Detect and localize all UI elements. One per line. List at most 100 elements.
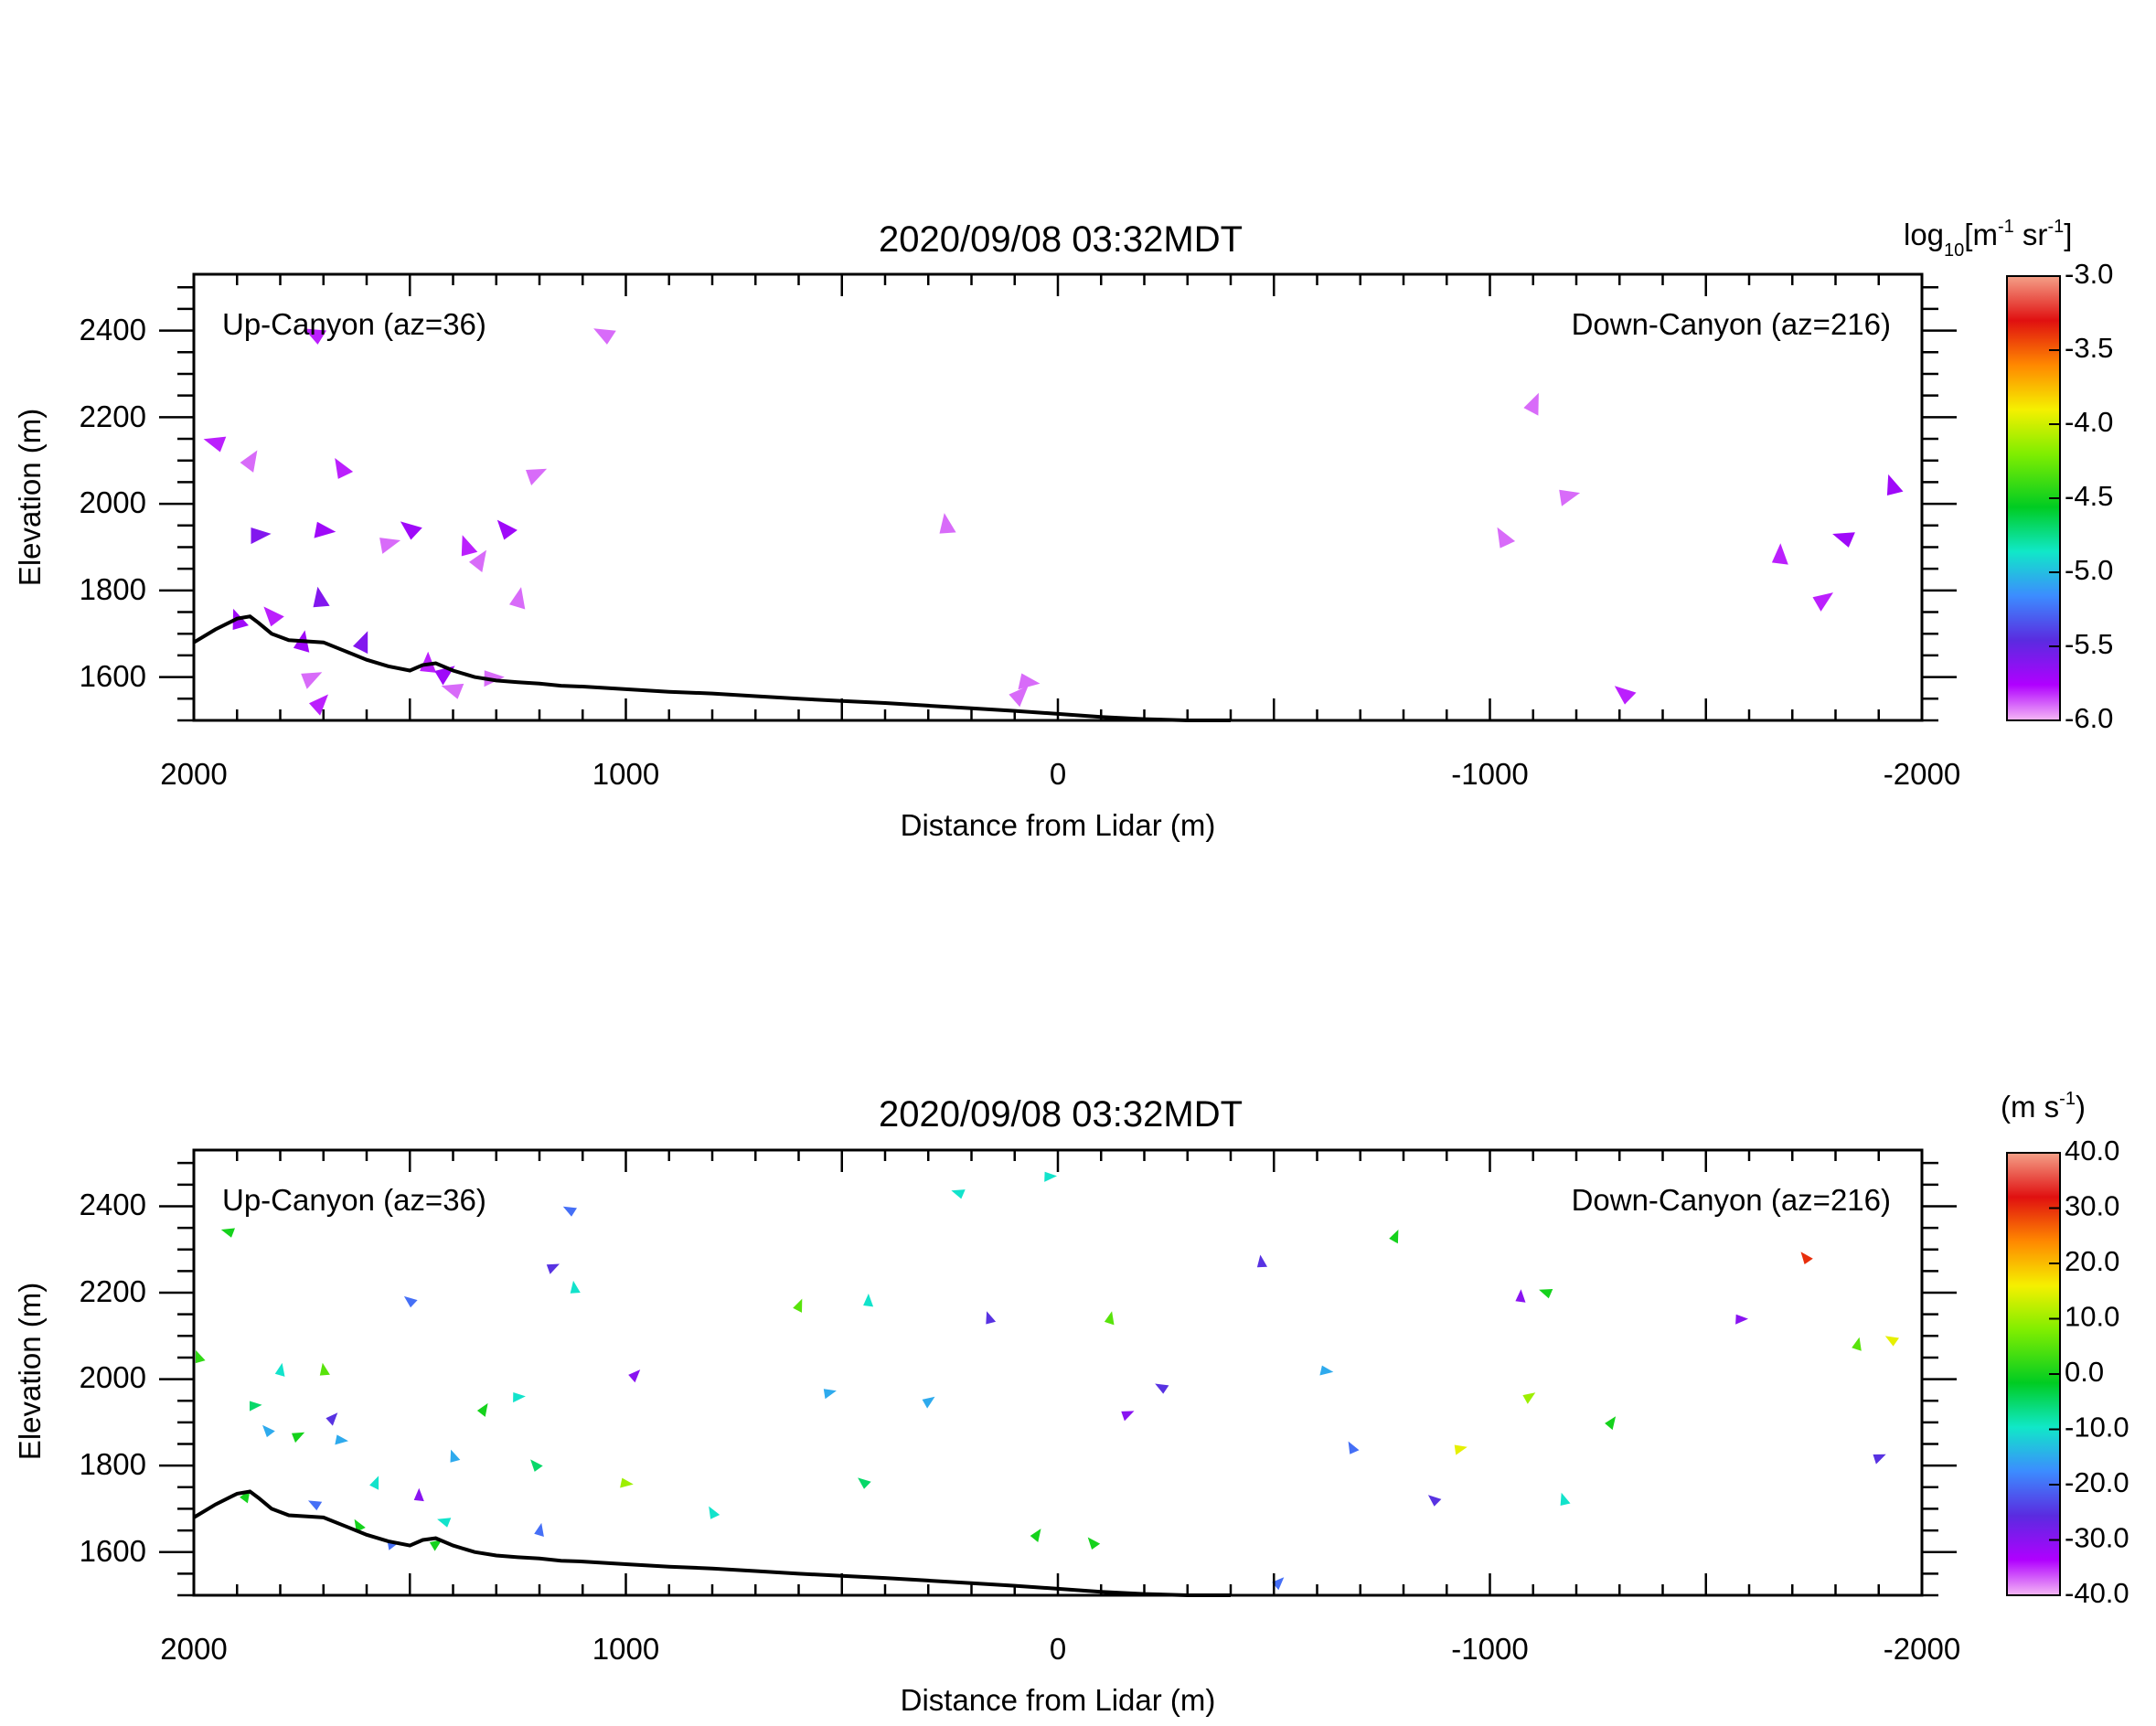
data-point — [562, 1206, 577, 1217]
x-tick-label: -1000 — [1451, 757, 1528, 791]
data-point — [951, 1189, 966, 1199]
data-point — [413, 1487, 424, 1502]
data-point — [400, 521, 422, 540]
y-axis-label: Elevation (m) — [13, 409, 47, 586]
data-point — [469, 549, 486, 572]
colorbar-tick-label: -40.0 — [2065, 1577, 2129, 1609]
data-point — [308, 1500, 323, 1511]
plot-frame — [192, 1148, 1924, 1597]
data-point — [534, 1522, 544, 1537]
data-point — [1348, 1441, 1360, 1454]
data-point — [195, 1349, 206, 1364]
data-point — [319, 1362, 330, 1376]
annotation-down-canyon: Down-Canyon (az=216) — [1572, 1183, 1891, 1217]
data-point — [922, 1396, 935, 1409]
data-point — [450, 1449, 461, 1463]
data-point — [353, 631, 368, 655]
data-point — [1735, 1314, 1748, 1325]
colorbar-tick-label: -4.0 — [2065, 406, 2113, 438]
data-point — [546, 1263, 560, 1274]
x-tick-label: 0 — [1050, 1632, 1066, 1666]
data-point — [620, 1477, 634, 1488]
annotation-down-canyon: Down-Canyon (az=216) — [1572, 307, 1891, 341]
data-point — [313, 586, 330, 608]
colorbar-tick-label: -3.0 — [2065, 258, 2113, 290]
y-tick-label: 1600 — [80, 1534, 146, 1568]
data-point — [513, 1392, 526, 1403]
data-point — [304, 328, 327, 345]
data-point — [1454, 1444, 1468, 1455]
data-point — [1873, 1454, 1886, 1465]
colorbar-ticks — [2049, 1152, 2060, 1596]
data-point — [793, 1298, 803, 1313]
data-point — [1272, 1577, 1285, 1591]
data-point — [1044, 1171, 1057, 1182]
colorbar-tick-label: 30.0 — [2065, 1190, 2119, 1222]
data-point — [369, 1476, 379, 1490]
data-point — [1256, 1254, 1267, 1268]
data-point — [1121, 1411, 1135, 1422]
data-point — [1104, 1311, 1115, 1326]
terrain-line — [192, 1489, 1231, 1597]
data-point — [1009, 686, 1029, 708]
data-point — [1497, 527, 1516, 549]
data-point — [593, 328, 616, 345]
data-point — [986, 1311, 997, 1325]
data-point — [1427, 1495, 1442, 1507]
data-point — [250, 1401, 262, 1412]
data-point — [461, 535, 478, 557]
y-tick-label: 2400 — [80, 1188, 146, 1221]
data-point — [203, 436, 227, 453]
panel-title: 2020/09/08 03:32MDT — [879, 219, 1243, 260]
data-point — [1087, 1537, 1101, 1550]
data-point — [1030, 1529, 1041, 1542]
panel-title: 2020/09/08 03:32MDT — [879, 1094, 1243, 1135]
data-point — [526, 468, 548, 485]
data-point — [301, 672, 323, 689]
data-point — [709, 1506, 720, 1519]
colorbar-tick-label: -5.0 — [2065, 554, 2113, 586]
axis-ticks — [159, 1150, 1957, 1597]
colorbar-tick-label: 20.0 — [2065, 1245, 2119, 1277]
data-point — [1515, 1289, 1526, 1303]
data-point — [326, 1412, 338, 1426]
y-tick-label: 2200 — [80, 1274, 146, 1308]
colorbar-tick-label: -30.0 — [2065, 1522, 2129, 1554]
data-point — [1884, 1336, 1899, 1347]
data-point — [403, 1295, 418, 1308]
y-tick-label: 2000 — [80, 485, 146, 519]
colorbar-tick-label: -5.5 — [2065, 628, 2113, 660]
data-point — [220, 1228, 235, 1238]
x-axis-label: Distance from Lidar (m) — [901, 1683, 1216, 1717]
data-point — [379, 538, 401, 554]
data-point — [476, 1402, 488, 1417]
x-tick-label: 2000 — [160, 757, 227, 791]
y-axis-label: Elevation (m) — [13, 1283, 47, 1460]
x-tick-label: 1000 — [592, 757, 659, 791]
colorbar-tick-label: -3.5 — [2065, 332, 2113, 364]
y-tick-label: 2400 — [80, 313, 146, 346]
data-point — [530, 1459, 543, 1472]
data-point — [1018, 673, 1041, 690]
data-point — [570, 1280, 581, 1294]
data-point — [823, 1389, 837, 1400]
x-tick-label: 1000 — [592, 1632, 659, 1666]
data-point — [1800, 1252, 1813, 1264]
data-point — [1389, 1230, 1399, 1244]
colorbar-tick-label: -6.0 — [2065, 702, 2113, 734]
x-tick-label: 0 — [1050, 757, 1066, 791]
data-point — [1539, 1289, 1553, 1299]
data-point — [420, 651, 437, 673]
data-point — [262, 1424, 275, 1438]
data-point — [240, 450, 258, 473]
colorbar-tick-label: 0.0 — [2065, 1356, 2104, 1388]
colorbar-tick-label: -10.0 — [2065, 1412, 2129, 1444]
data-point — [335, 1434, 348, 1445]
data-point — [1812, 592, 1833, 612]
data-point — [429, 1539, 443, 1551]
x-axis-label: Distance from Lidar (m) — [901, 808, 1216, 842]
colorbar-tick-label: -4.5 — [2065, 480, 2113, 512]
x-tick-label: -1000 — [1451, 1632, 1528, 1666]
velocity-panel: 2020/09/08 03:32MDT Up-Canyon (az=36) Do… — [13, 1089, 2129, 1717]
